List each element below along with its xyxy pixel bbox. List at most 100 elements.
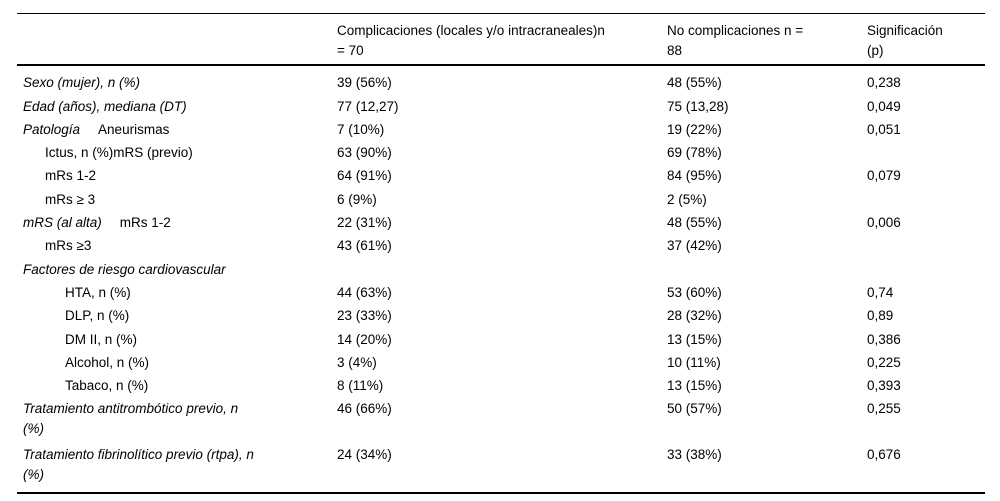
cell-no-complications: 75 (13,28) — [667, 98, 729, 114]
header-empty — [17, 21, 337, 61]
cell-no-complications: 2 (5%) — [667, 191, 707, 207]
row-label: mRs ≥ 3 — [17, 186, 337, 209]
cell-no-complications: 19 (22%) — [667, 121, 722, 137]
row-label: mRs ≥3 — [17, 233, 337, 256]
row-label-text: Tabaco, n (%) — [65, 378, 149, 394]
cell-p-value: 0,393 — [867, 378, 901, 394]
cell-complications: 44 (63%) — [337, 284, 392, 300]
cell-p-value: 0,238 — [867, 75, 901, 91]
table-row-edad: Edad (años), mediana (DT) 77 (12,27) 75 … — [17, 93, 985, 116]
table-row-dlp: DLP, n (%) 23 (33%) 28 (32%) 0,89 — [17, 303, 985, 326]
cell-complications — [337, 256, 667, 279]
cell-complications: 64 (91%) — [337, 168, 392, 184]
complications-comparison-table: Complicaciones (locales y/o intracraneal… — [17, 13, 985, 494]
cell-complications: 6 (9%) — [337, 191, 377, 207]
row-label: Sexo (mujer), n (%) — [17, 70, 337, 93]
cell-p-value — [867, 256, 985, 279]
cell-p-value: 0,89 — [867, 308, 894, 324]
table-row-mrs-al-alta: mRS (al alta) mRs 1-2 22 (31%) 48 (55%) 0… — [17, 210, 985, 233]
cell-complications: 3 (4%) — [337, 354, 377, 370]
row-label-text: Alcohol, n (%) — [65, 354, 150, 370]
row-label-text: DLP, n (%) — [65, 308, 130, 324]
cell-p-value: 0,051 — [867, 121, 901, 137]
table-body: Sexo (mujer), n (%) 39 (56%) 48 (55%) 0,… — [17, 66, 985, 494]
cell-p-value: 0,74 — [867, 284, 894, 300]
cell-no-complications: 50 (57%) — [667, 401, 722, 417]
header-no-complications: No complicaciones n = 88 — [667, 23, 804, 58]
cell-no-complications: 13 (15%) — [667, 331, 722, 347]
cell-complications: 77 (12,27) — [337, 98, 399, 114]
row-label-text: mRs ≥ 3 — [45, 191, 96, 207]
cell-no-complications: 33 (38%) — [667, 446, 722, 462]
cell-no-complications: 10 (11%) — [667, 354, 721, 370]
row-label-text: DM II, n (%) — [65, 331, 138, 347]
cell-no-complications: 48 (55%) — [667, 75, 722, 91]
row-label: DLP, n (%) — [17, 303, 337, 326]
cell-p-value: 0,006 — [867, 215, 901, 231]
row-label-text: Factores de riesgo cardiovascular — [23, 261, 226, 277]
table-row-patologia: Patología Aneurismas 7 (10%) 19 (22%) 0,0… — [17, 117, 985, 140]
cell-complications: 43 (61%) — [337, 238, 392, 254]
cell-complications: 46 (66%) — [337, 401, 392, 417]
row-label-text: mRs 1-2 — [45, 168, 97, 184]
row-label: Ictus, n (%)mRS (previo) — [17, 140, 337, 163]
row-label: Edad (años), mediana (DT) — [17, 93, 337, 116]
row-label-text: Patología — [23, 121, 81, 137]
cell-p-value — [867, 140, 985, 163]
row-sublabel-text: Aneurismas — [98, 121, 170, 137]
table-row-mrs-1-2-previo: mRs 1-2 64 (91%) 84 (95%) 0,079 — [17, 163, 985, 186]
cell-p-value: 0,255 — [867, 401, 901, 417]
row-label: mRS (al alta) mRs 1-2 — [17, 210, 337, 233]
cell-complications: 8 (11%) — [337, 378, 384, 394]
row-label: Tabaco, n (%) — [17, 373, 337, 396]
table-row-dm-ii: DM II, n (%) 14 (20%) 13 (15%) 0,386 — [17, 326, 985, 349]
cell-complications: 63 (90%) — [337, 145, 392, 161]
cell-no-complications: 28 (32%) — [667, 308, 722, 324]
table-row-mrs-3-previo: mRs ≥ 3 6 (9%) 2 (5%) — [17, 186, 985, 209]
cell-no-complications: 53 (60%) — [667, 284, 722, 300]
cell-complications: 7 (10%) — [337, 121, 385, 137]
row-label-text: Sexo (mujer), n (%) — [23, 75, 141, 91]
table-row-tabaco: Tabaco, n (%) 8 (11%) 13 (15%) 0,393 — [17, 373, 985, 396]
table-row-hta: HTA, n (%) 44 (63%) 53 (60%) 0,74 — [17, 280, 985, 303]
table-row-mrs-3-alta: mRs ≥3 43 (61%) 37 (42%) — [17, 233, 985, 256]
cell-p-value: 0,225 — [867, 354, 901, 370]
table-row-fibrinolitico: Tratamiento fibrinolítico previo (rtpa),… — [17, 441, 985, 486]
row-label: Alcohol, n (%) — [17, 350, 337, 373]
row-label-text: Tratamiento fibrinolítico previo (rtpa),… — [23, 446, 254, 482]
cell-complications: 14 (20%) — [337, 331, 392, 347]
row-label: DM II, n (%) — [17, 326, 337, 349]
row-label: Tratamiento antitrombótico previo, n (%) — [17, 396, 337, 441]
cell-p-value — [867, 186, 985, 209]
table-row-antitrombotico: Tratamiento antitrombótico previo, n (%)… — [17, 396, 985, 441]
row-label-text: HTA, n (%) — [65, 284, 131, 300]
cell-p-value: 0,049 — [867, 98, 901, 114]
cell-complications: 24 (34%) — [337, 446, 392, 462]
row-label: HTA, n (%) — [17, 280, 337, 303]
row-label: Tratamiento fibrinolítico previo (rtpa),… — [17, 441, 337, 486]
cell-p-value: 0,676 — [867, 446, 901, 462]
cell-p-value: 0,386 — [867, 331, 901, 347]
row-label-text: mRs ≥3 — [45, 238, 92, 254]
row-label: Patología Aneurismas — [17, 117, 337, 140]
row-label-text: Edad (años), mediana (DT) — [23, 98, 187, 114]
cell-no-complications: 84 (95%) — [667, 168, 722, 184]
row-label-text: Tratamiento antitrombótico previo, n (%) — [23, 401, 239, 437]
cell-no-complications — [667, 256, 867, 279]
cell-complications: 39 (56%) — [337, 75, 392, 91]
cell-no-complications: 48 (55%) — [667, 215, 722, 231]
table-row-factores-riesgo: Factores de riesgo cardiovascular — [17, 256, 985, 279]
cell-no-complications: 69 (78%) — [667, 145, 722, 161]
row-label: Factores de riesgo cardiovascular — [17, 256, 337, 279]
row-label-text: mRS (al alta) — [23, 215, 102, 231]
row-label-text: Ictus, n (%)mRS (previo) — [45, 145, 193, 161]
cell-no-complications: 13 (15%) — [667, 378, 722, 394]
cell-no-complications: 37 (42%) — [667, 238, 722, 254]
cell-p-value: 0,079 — [867, 168, 901, 184]
cell-complications: 23 (33%) — [337, 308, 392, 324]
row-label: mRs 1-2 — [17, 163, 337, 186]
table-row-sexo: Sexo (mujer), n (%) 39 (56%) 48 (55%) 0,… — [17, 70, 985, 93]
table-row-ictus: Ictus, n (%)mRS (previo) 63 (90%) 69 (78… — [17, 140, 985, 163]
header-complications: Complicaciones (locales y/o intracraneal… — [337, 23, 605, 58]
row-sublabel-text: mRs 1-2 — [119, 215, 171, 231]
